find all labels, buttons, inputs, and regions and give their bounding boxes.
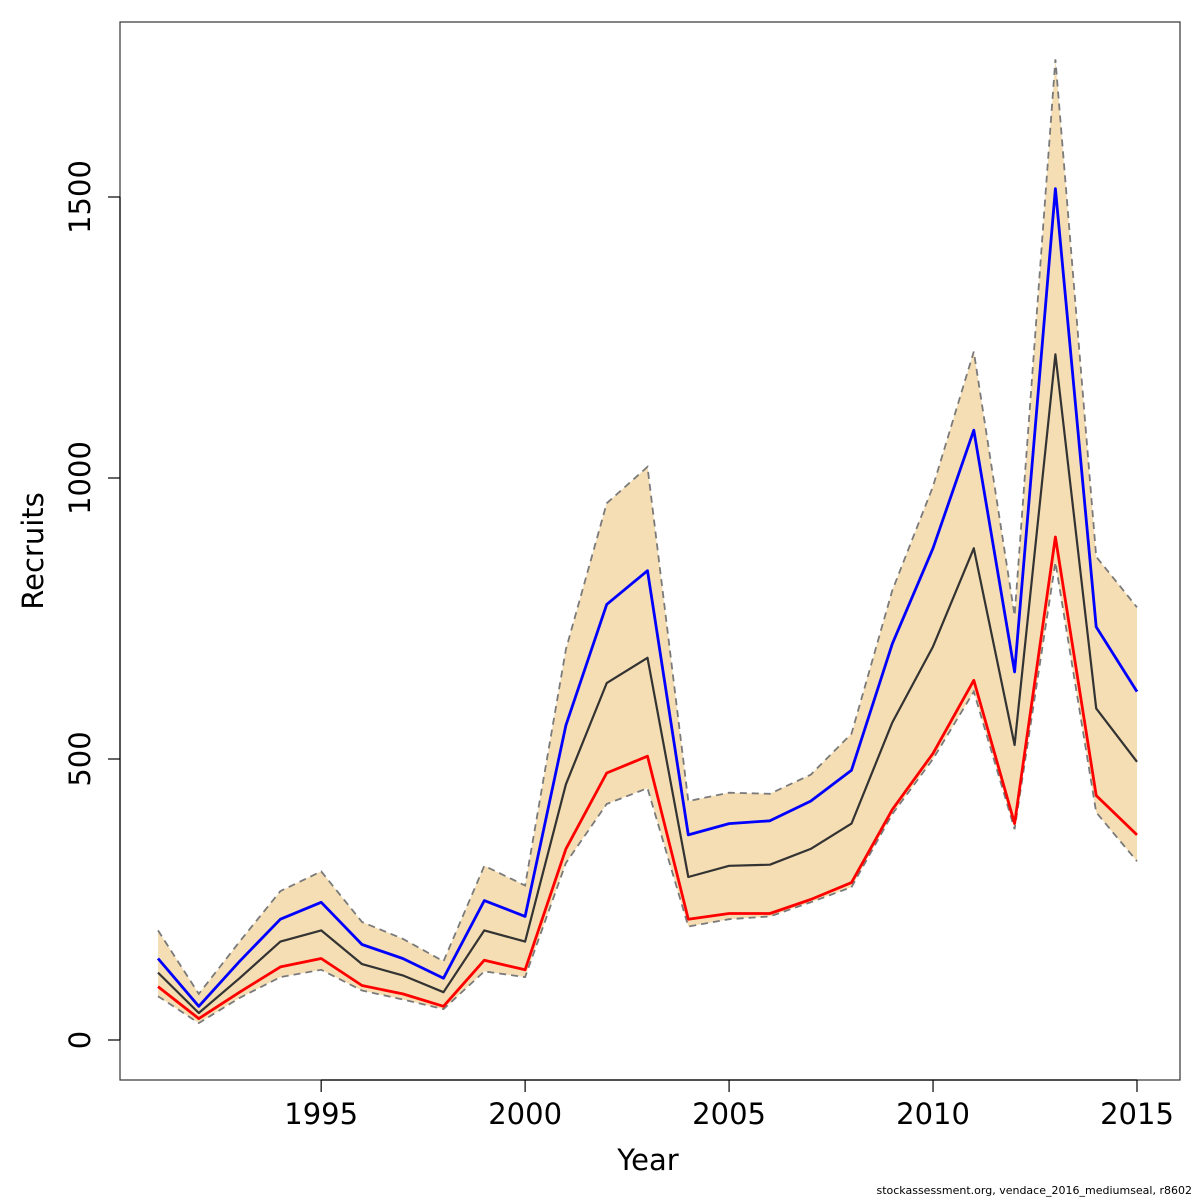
x-tick-label: 2015 — [1100, 1097, 1174, 1131]
series-lines — [156, 187, 1139, 1020]
x-tick-label: 1995 — [284, 1097, 358, 1131]
confidence-band — [157, 59, 1138, 1025]
y-tick-label: 1000 — [63, 441, 97, 515]
x-axis-title: Year — [616, 1143, 678, 1177]
y-axis-title: Recruits — [16, 492, 50, 609]
y-tick-label: 500 — [63, 731, 97, 786]
y-axis: 0 500 1000 1500 — [63, 160, 121, 1049]
y-tick-label: 0 — [63, 1031, 97, 1049]
band-upper-edge — [157, 59, 1138, 996]
y-tick-label: 1500 — [63, 160, 97, 234]
series-line-blue — [156, 187, 1139, 1008]
x-tick-label: 2005 — [692, 1097, 766, 1131]
series-line-dark — [157, 353, 1138, 1015]
x-tick-label: 2010 — [896, 1097, 970, 1131]
footer-credit: stockassessment.org, vendace_2016_medium… — [876, 1184, 1192, 1197]
x-tick-label: 2000 — [488, 1097, 562, 1131]
x-axis: 1995 2000 2005 2010 2015 — [284, 1079, 1174, 1131]
series-line-red — [157, 535, 1138, 1020]
band-area — [158, 59, 1137, 1024]
band-lower-edge — [157, 562, 1138, 1025]
